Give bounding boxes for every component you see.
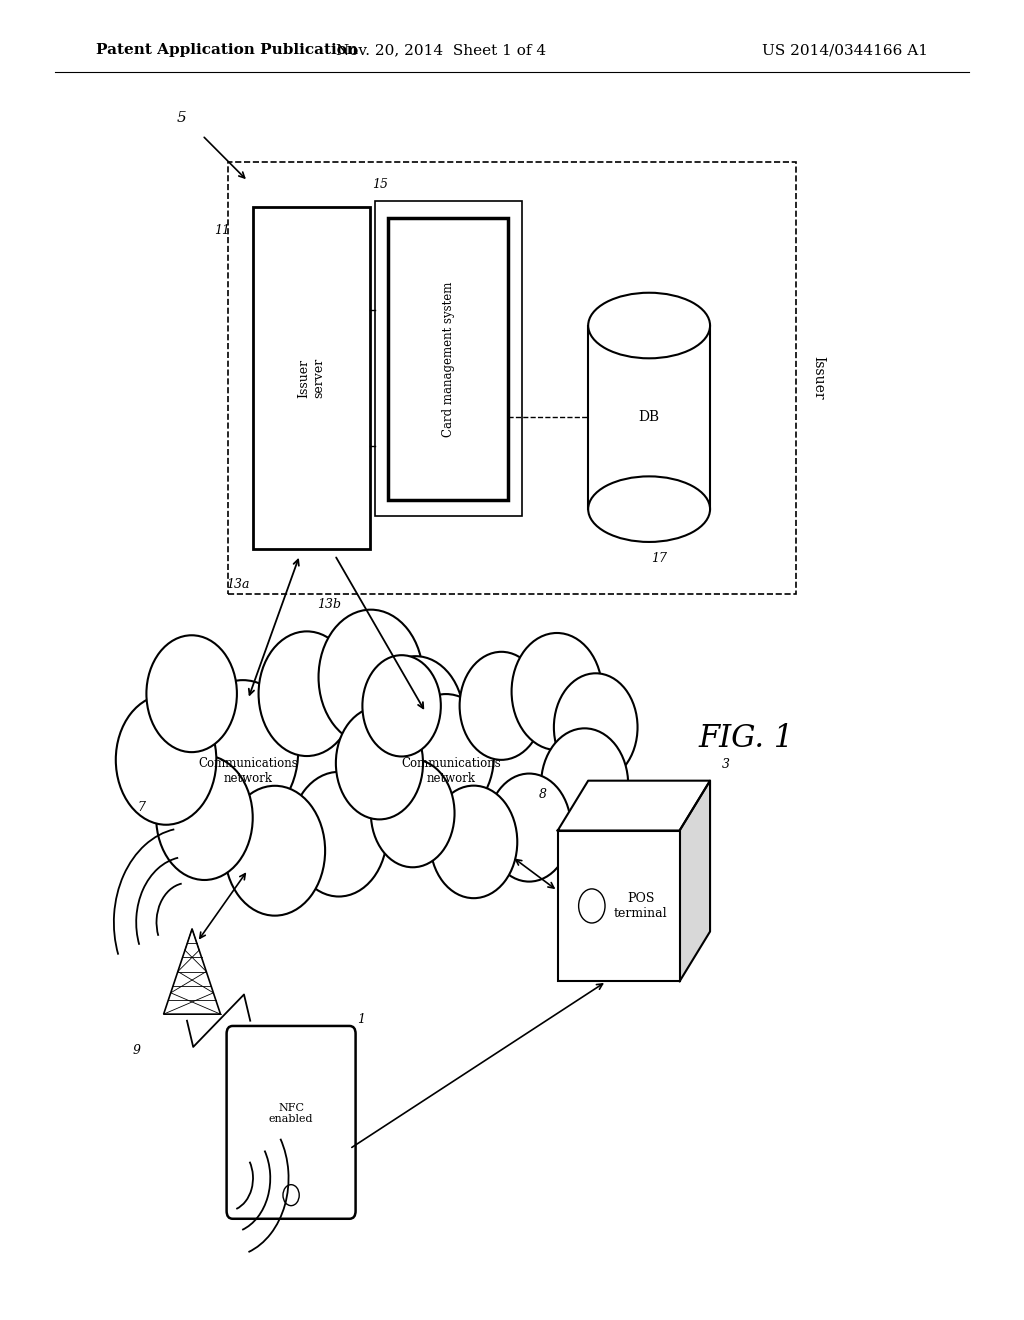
Circle shape: [371, 759, 455, 867]
Circle shape: [157, 755, 253, 880]
Text: 3: 3: [722, 758, 730, 771]
Circle shape: [368, 656, 464, 781]
Circle shape: [116, 694, 216, 825]
Text: POS
terminal: POS terminal: [613, 892, 668, 920]
Text: Issuer: Issuer: [812, 356, 825, 400]
Text: DB: DB: [639, 411, 659, 424]
Circle shape: [187, 680, 298, 822]
Circle shape: [398, 694, 494, 818]
Bar: [388, 218, 508, 500]
Text: Nov. 20, 2014  Sheet 1 of 4: Nov. 20, 2014 Sheet 1 of 4: [336, 44, 546, 57]
Text: 17: 17: [651, 552, 668, 565]
Circle shape: [352, 719, 453, 850]
Circle shape: [460, 652, 544, 760]
Text: 13b: 13b: [317, 598, 341, 611]
Bar: [375, 201, 522, 516]
Text: 5: 5: [177, 111, 186, 125]
Circle shape: [554, 673, 638, 781]
Polygon shape: [558, 780, 710, 830]
Circle shape: [430, 785, 517, 898]
Bar: [558, 830, 680, 981]
Circle shape: [259, 631, 355, 756]
Text: 8: 8: [539, 788, 547, 801]
Bar: [253, 207, 370, 549]
Circle shape: [146, 635, 237, 752]
FancyBboxPatch shape: [226, 1026, 355, 1218]
Circle shape: [291, 772, 387, 896]
Bar: [588, 326, 710, 510]
Text: Communications
network: Communications network: [401, 758, 501, 785]
Circle shape: [224, 785, 325, 916]
Text: Issuer
server: Issuer server: [297, 358, 326, 399]
Ellipse shape: [588, 477, 710, 543]
Bar: [227, 161, 797, 594]
Circle shape: [512, 634, 602, 750]
Text: 13a: 13a: [226, 578, 250, 591]
Ellipse shape: [588, 293, 710, 358]
Text: 7: 7: [137, 801, 145, 814]
Text: 15: 15: [372, 178, 388, 191]
Text: Card management system: Card management system: [441, 281, 455, 437]
Circle shape: [336, 706, 423, 820]
Text: 11: 11: [215, 223, 230, 236]
Circle shape: [362, 655, 441, 756]
Text: Communications
network: Communications network: [198, 758, 298, 785]
Circle shape: [487, 774, 571, 882]
Circle shape: [541, 729, 628, 841]
Text: US 2014/0344166 A1: US 2014/0344166 A1: [763, 44, 929, 57]
Polygon shape: [680, 780, 710, 981]
Circle shape: [318, 610, 423, 744]
Text: Patent Application Publication: Patent Application Publication: [95, 44, 357, 57]
Text: 9: 9: [132, 1044, 140, 1056]
Text: NFC
enabled: NFC enabled: [269, 1102, 313, 1125]
Text: 1: 1: [357, 1014, 366, 1027]
Text: FIG. 1: FIG. 1: [698, 723, 794, 754]
